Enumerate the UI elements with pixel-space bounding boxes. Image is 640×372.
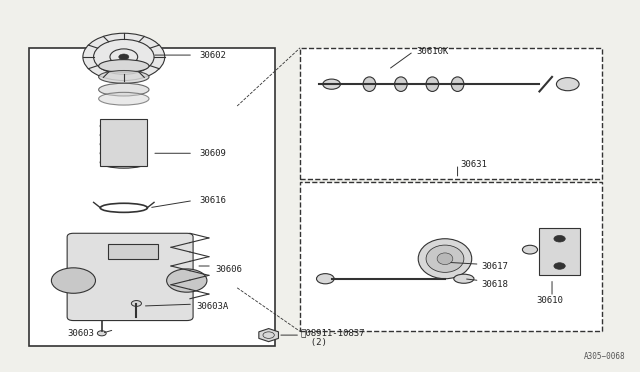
- Circle shape: [317, 274, 334, 284]
- Ellipse shape: [100, 120, 147, 132]
- FancyBboxPatch shape: [108, 244, 159, 259]
- Text: 30610: 30610: [536, 296, 563, 305]
- Text: 30631: 30631: [461, 160, 488, 169]
- Ellipse shape: [99, 83, 149, 96]
- Ellipse shape: [100, 129, 147, 141]
- Text: 30618: 30618: [481, 280, 508, 289]
- FancyBboxPatch shape: [300, 182, 602, 331]
- Ellipse shape: [426, 77, 438, 92]
- Ellipse shape: [395, 77, 407, 92]
- Text: 30603: 30603: [67, 329, 94, 338]
- Text: 30602: 30602: [200, 51, 227, 60]
- Circle shape: [554, 263, 565, 269]
- Circle shape: [323, 79, 340, 89]
- Ellipse shape: [99, 92, 149, 105]
- Ellipse shape: [363, 77, 376, 92]
- Ellipse shape: [454, 274, 474, 283]
- Text: 30603A: 30603A: [196, 302, 228, 311]
- Circle shape: [166, 269, 207, 292]
- Ellipse shape: [100, 157, 147, 168]
- Ellipse shape: [426, 245, 464, 272]
- Circle shape: [131, 301, 141, 307]
- Text: 30616: 30616: [200, 196, 227, 205]
- FancyBboxPatch shape: [300, 48, 602, 179]
- Text: 30606: 30606: [215, 265, 242, 274]
- Ellipse shape: [99, 71, 149, 83]
- Ellipse shape: [100, 138, 147, 150]
- Ellipse shape: [100, 147, 147, 159]
- Ellipse shape: [418, 239, 472, 279]
- FancyBboxPatch shape: [540, 228, 580, 275]
- Ellipse shape: [437, 253, 453, 264]
- Circle shape: [554, 235, 565, 242]
- Circle shape: [97, 331, 106, 336]
- Text: 30610K: 30610K: [417, 47, 449, 56]
- FancyBboxPatch shape: [29, 48, 275, 346]
- Text: 30617: 30617: [481, 262, 508, 270]
- Text: A305−0068: A305−0068: [584, 352, 625, 362]
- Circle shape: [522, 245, 538, 254]
- Circle shape: [51, 268, 95, 293]
- Circle shape: [556, 78, 579, 91]
- Text: ⓝ08911-10837
  (2): ⓝ08911-10837 (2): [300, 328, 365, 347]
- Ellipse shape: [99, 60, 149, 73]
- Text: 30609: 30609: [200, 149, 227, 158]
- Circle shape: [119, 54, 129, 60]
- FancyBboxPatch shape: [100, 119, 147, 166]
- Ellipse shape: [451, 77, 464, 92]
- Circle shape: [83, 33, 164, 80]
- FancyBboxPatch shape: [67, 233, 193, 321]
